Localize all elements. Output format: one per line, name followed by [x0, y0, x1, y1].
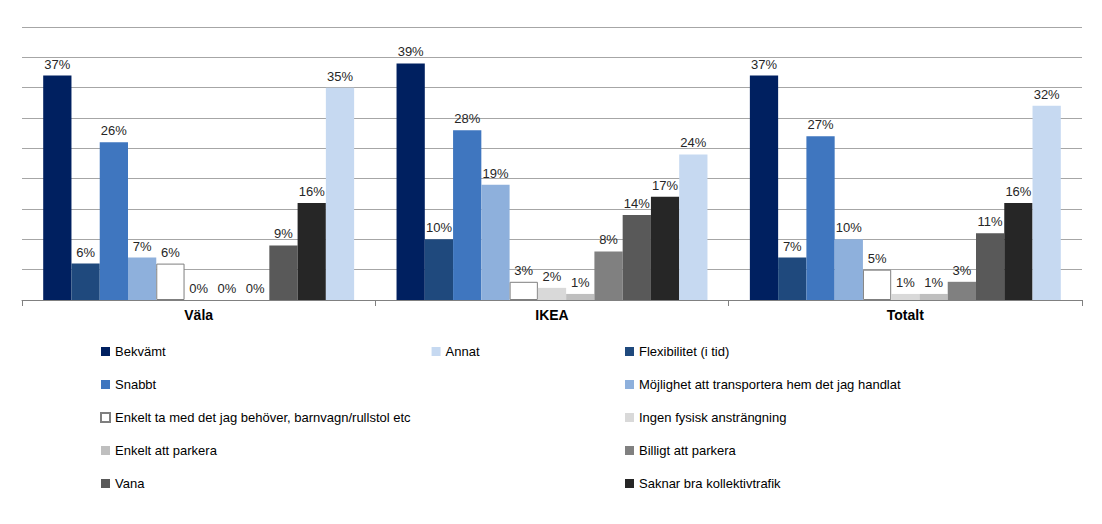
- svg-text:2%: 2%: [543, 269, 562, 284]
- svg-text:1%: 1%: [571, 275, 590, 290]
- svg-text:IKEA: IKEA: [535, 307, 568, 323]
- svg-text:37%: 37%: [751, 57, 777, 72]
- svg-text:Annat: Annat: [446, 344, 480, 359]
- svg-text:28%: 28%: [454, 111, 480, 126]
- svg-text:Väla: Väla: [184, 307, 213, 323]
- svg-text:0%: 0%: [189, 281, 208, 296]
- svg-text:26%: 26%: [101, 123, 127, 138]
- svg-text:8%: 8%: [599, 232, 618, 247]
- svg-text:Vana: Vana: [115, 476, 145, 491]
- svg-text:5%: 5%: [868, 251, 887, 266]
- svg-text:Bekvämt: Bekvämt: [115, 344, 166, 359]
- svg-text:Snabbt: Snabbt: [115, 377, 157, 392]
- svg-text:1%: 1%: [896, 275, 915, 290]
- svg-text:24%: 24%: [680, 135, 706, 150]
- svg-text:1%: 1%: [924, 275, 943, 290]
- svg-text:19%: 19%: [482, 166, 508, 181]
- svg-text:Enkelt att parkera: Enkelt att parkera: [115, 443, 218, 458]
- svg-text:6%: 6%: [76, 245, 95, 260]
- svg-text:9%: 9%: [274, 226, 293, 241]
- svg-text:10%: 10%: [836, 220, 862, 235]
- svg-text:Totalt: Totalt: [887, 307, 924, 323]
- svg-text:7%: 7%: [783, 239, 802, 254]
- svg-text:27%: 27%: [808, 117, 834, 132]
- svg-text:16%: 16%: [1005, 184, 1031, 199]
- svg-text:11%: 11%: [978, 214, 1003, 229]
- svg-text:3%: 3%: [514, 263, 533, 278]
- svg-text:Saknar bra kollektivtrafik: Saknar bra kollektivtrafik: [639, 476, 781, 491]
- svg-text:Enkelt ta med det jag behöver,: Enkelt ta med det jag behöver, barnvagn/…: [115, 410, 411, 425]
- svg-text:17%: 17%: [652, 178, 678, 193]
- svg-text:16%: 16%: [299, 184, 325, 199]
- svg-text:Möjlighet att transportera hem: Möjlighet att transportera hem det jag h…: [639, 377, 901, 392]
- svg-text:35%: 35%: [327, 69, 353, 84]
- svg-text:Ingen fysisk ansträngning: Ingen fysisk ansträngning: [639, 410, 786, 425]
- svg-text:0%: 0%: [246, 281, 265, 296]
- svg-text:Billigt att parkera: Billigt att parkera: [639, 443, 737, 458]
- svg-text:0%: 0%: [218, 281, 237, 296]
- svg-text:3%: 3%: [952, 263, 971, 278]
- svg-text:Flexibilitet (i tid): Flexibilitet (i tid): [639, 344, 729, 359]
- svg-text:14%: 14%: [624, 196, 650, 211]
- svg-text:6%: 6%: [161, 245, 180, 260]
- svg-text:37%: 37%: [44, 57, 70, 72]
- svg-text:39%: 39%: [398, 44, 424, 59]
- svg-text:10%: 10%: [426, 220, 452, 235]
- svg-text:32%: 32%: [1034, 87, 1060, 102]
- svg-text:7%: 7%: [133, 239, 152, 254]
